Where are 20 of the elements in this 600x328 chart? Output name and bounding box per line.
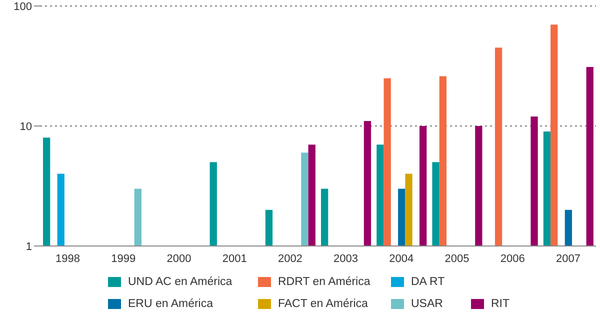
legend-label: USAR (411, 298, 443, 310)
legend-label: UND AC en América (128, 276, 232, 288)
y-tick-label: 1 (26, 240, 32, 253)
x-tick-label: 2001 (222, 252, 247, 265)
x-tick-label: 2000 (166, 252, 192, 265)
x-tick-label: 1999 (111, 252, 136, 265)
legend-label: RDRT en América (278, 276, 370, 288)
legend-label: ERU en América (128, 298, 214, 310)
x-tick-label: 2002 (278, 252, 302, 265)
legend-label: DA RT (411, 276, 445, 288)
x-tick-label: 2004 (389, 252, 414, 265)
x-tick-label: 2007 (556, 252, 580, 265)
x-tick-label: 2006 (500, 252, 525, 265)
x-tick-label: 2003 (334, 252, 358, 265)
y-tick-label: 100 (14, 0, 32, 13)
legend-label: FACT en América (278, 298, 368, 310)
x-tick-label: 1998 (56, 252, 80, 265)
x-tick-label: 2005 (444, 252, 470, 265)
y-tick-label: 10 (20, 120, 32, 133)
legend-label: RIT (491, 298, 510, 310)
